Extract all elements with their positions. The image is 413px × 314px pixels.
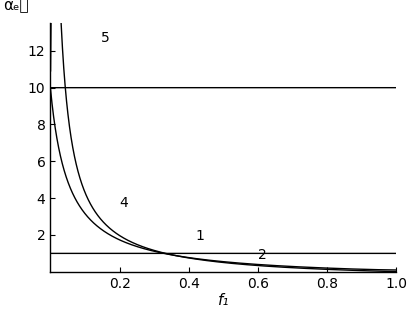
- Text: 1: 1: [196, 229, 204, 243]
- Text: 4: 4: [120, 196, 128, 210]
- Text: 5: 5: [100, 31, 109, 45]
- Y-axis label: αₑ⁦: αₑ⁦: [3, 0, 28, 13]
- Text: 2: 2: [258, 248, 267, 262]
- X-axis label: f₁: f₁: [218, 294, 229, 308]
